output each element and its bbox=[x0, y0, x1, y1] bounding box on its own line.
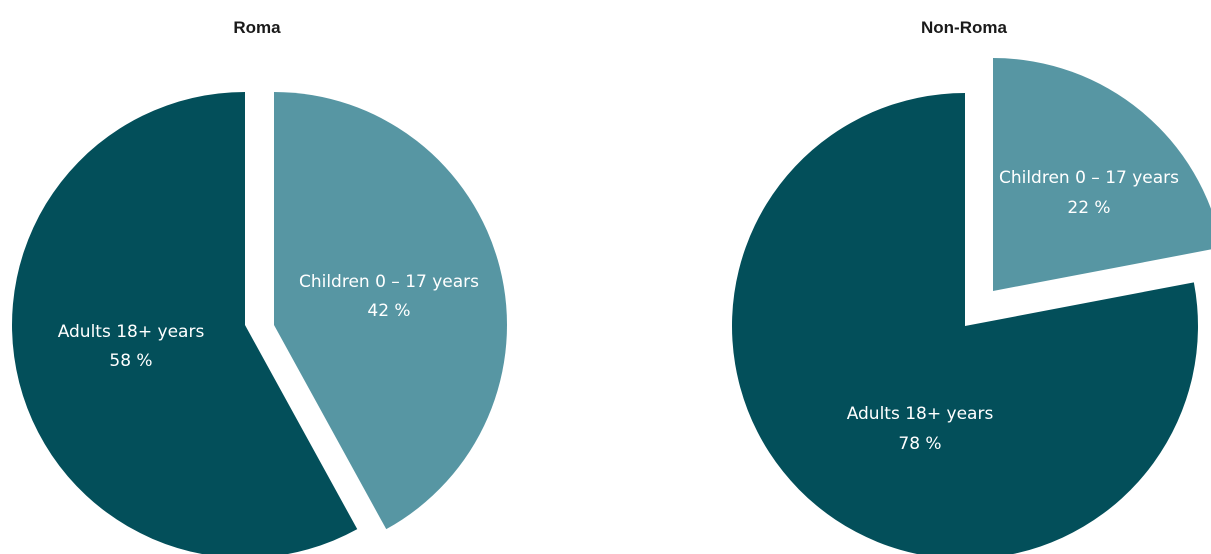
slice-value-roma-children: 42 % bbox=[367, 301, 410, 321]
chart-title-roma: Roma bbox=[233, 18, 281, 37]
slice-label-non-roma-children: Children 0 – 17 years bbox=[999, 168, 1179, 188]
pie-slice-non-roma-adults bbox=[732, 93, 1198, 554]
chart-title-non-roma: Non-Roma bbox=[921, 18, 1007, 37]
pie-slice-non-roma-children bbox=[993, 58, 1211, 291]
slice-label-non-roma-adults: Adults 18+ years bbox=[847, 404, 994, 424]
slice-label-roma-adults: Adults 18+ years bbox=[58, 322, 205, 342]
pie-chart-non-roma: Non-Roma Children 0 – 17 years 22 % Adul… bbox=[732, 18, 1211, 554]
slice-value-non-roma-adults: 78 % bbox=[898, 434, 941, 454]
slice-value-non-roma-children: 22 % bbox=[1067, 198, 1110, 218]
pie-chart-roma: Roma Children 0 – 17 years 42 % Adults 1… bbox=[12, 18, 508, 554]
pie-slice-roma-children bbox=[274, 92, 508, 530]
pie-slice-roma-adults bbox=[12, 92, 358, 554]
slice-label-roma-children: Children 0 – 17 years bbox=[299, 272, 479, 292]
slice-value-roma-adults: 58 % bbox=[109, 351, 152, 371]
